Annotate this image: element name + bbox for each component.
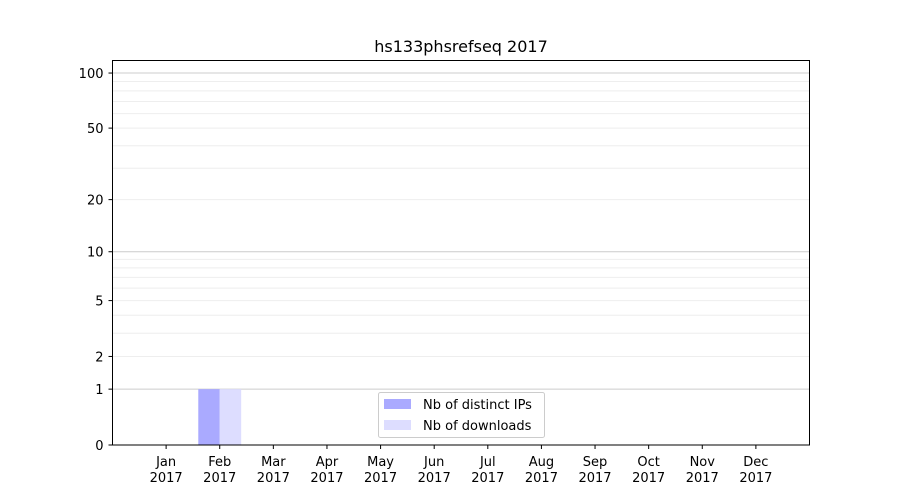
x-tick-label-line: 2017	[739, 471, 772, 486]
y-tick-label: 5	[95, 295, 103, 310]
chart-title: hs133phsrefseq 2017	[374, 37, 548, 56]
x-tick-label: Dec 2017	[739, 455, 772, 486]
x-tick-label-line: 2017	[310, 471, 343, 486]
x-tick-label: May 2017	[364, 455, 397, 486]
x-tick-label: Feb 2017	[203, 455, 236, 486]
x-tick-label-line: 2017	[632, 471, 665, 486]
y-tick-label: 20	[87, 194, 104, 209]
x-tick-label: Apr 2017	[310, 455, 343, 486]
bar-downloads	[219, 389, 242, 445]
x-tick-label-line: May	[367, 455, 394, 470]
grid	[112, 72, 810, 390]
x-tick-label-line: Feb	[208, 455, 231, 470]
x-tick-label-line: 2017	[471, 471, 504, 486]
x-tick-label-line: 2017	[525, 471, 558, 486]
legend-box	[378, 392, 545, 438]
x-tick-label-line: Jan	[155, 455, 176, 470]
y-tick-label: 100	[79, 67, 104, 82]
legend-label-ips: Nb of distinct IPs	[423, 398, 532, 413]
y-tick-label: 0	[95, 439, 103, 454]
x-tick-label: Jun 2017	[418, 455, 451, 486]
x-tick-label-line: Oct	[637, 455, 659, 470]
plot-frame	[112, 60, 810, 446]
x-tick-label-line: Nov	[690, 455, 716, 470]
x-tick-label-line: Mar	[261, 455, 286, 470]
y-tick-label: 10	[87, 246, 104, 261]
x-tick-label-line: Jul	[479, 455, 496, 470]
y-tick-label: 1	[95, 383, 103, 398]
x-tick-label-line: Jun	[423, 455, 444, 470]
legend-swatch-downloads	[384, 420, 411, 430]
x-tick-label-line: 2017	[418, 471, 451, 486]
legend-swatch-ips	[384, 399, 411, 409]
legend: Nb of distinct IPs Nb of downloads	[378, 392, 545, 438]
x-tick-label-line: 2017	[578, 471, 611, 486]
x-tick-label: Oct 2017	[632, 455, 665, 486]
x-tick-label-line: Apr	[316, 455, 339, 470]
x-tick-label: Aug 2017	[525, 455, 558, 486]
y-tick-label: 50	[87, 122, 104, 137]
x-tick-label-line: Dec	[743, 455, 768, 470]
x-tick-label: Mar 2017	[257, 455, 290, 486]
x-tick-label-line: Aug	[529, 455, 554, 470]
legend-label-downloads: Nb of downloads	[423, 419, 532, 434]
x-tick-label: Jul 2017	[471, 455, 504, 486]
x-tick-label: Nov 2017	[686, 455, 719, 486]
y-tick-label: 2	[95, 350, 103, 365]
x-tick-label-line: 2017	[686, 471, 719, 486]
bar-distinct-ips	[198, 389, 220, 445]
x-tick-label-line: 2017	[150, 471, 183, 486]
x-tick-label-line: 2017	[364, 471, 397, 486]
x-tick-label: Jan 2017	[150, 455, 183, 486]
x-tick-label: Sep 2017	[578, 455, 611, 486]
bars	[198, 389, 242, 445]
x-tick-label-line: Sep	[583, 455, 608, 470]
y-axis: 0 1 2 5 10 20 50 100	[79, 67, 113, 454]
x-tick-label-line: 2017	[257, 471, 290, 486]
x-tick-label-line: 2017	[203, 471, 236, 486]
